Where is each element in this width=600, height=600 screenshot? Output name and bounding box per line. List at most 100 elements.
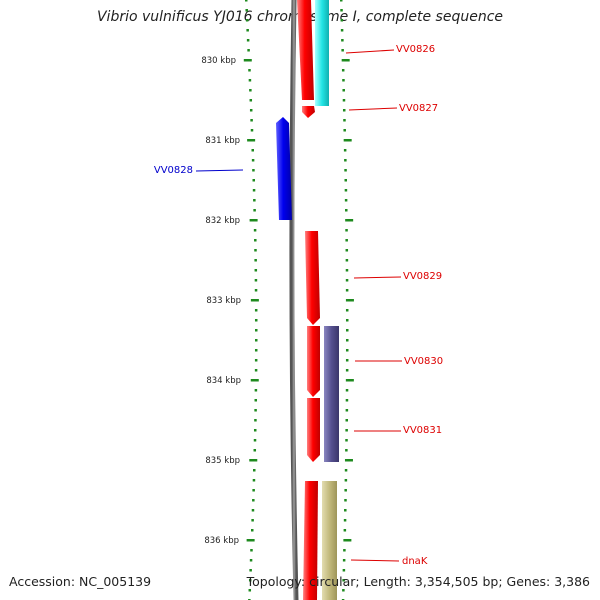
inner-minor-tick: [249, 99, 253, 102]
outer-minor-tick: [345, 329, 349, 332]
inner-minor-tick: [248, 589, 252, 592]
inner-minor-tick: [253, 209, 256, 212]
inner-minor-tick: [252, 189, 256, 192]
inner-major-tick: [249, 459, 258, 462]
gene-label-vv0828[interactable]: VV0828: [154, 165, 193, 176]
tick-label-833: 833 kbp: [206, 296, 241, 306]
outer-minor-tick: [345, 409, 349, 412]
outer-minor-tick: [344, 159, 347, 162]
outer-minor-tick: [343, 119, 346, 122]
outer-tick-marks: [340, 0, 354, 600]
outer-minor-tick: [341, 49, 344, 52]
inner-minor-tick: [246, 29, 249, 32]
inner-minor-tick: [251, 159, 255, 162]
outer-minor-tick: [341, 69, 345, 72]
outer-minor-tick: [345, 209, 348, 212]
outer-major-tick: [343, 139, 352, 142]
inner-minor-tick: [252, 179, 256, 182]
inner-minor-tick: [249, 559, 253, 562]
tick-label-831: 831 kbp: [205, 136, 240, 146]
inner-minor-tick: [249, 109, 253, 112]
outer-minor-tick: [345, 349, 349, 352]
gene-label-vv0829[interactable]: VV0829: [403, 271, 442, 282]
inner-minor-tick: [245, 9, 248, 12]
inner-major-tick: [250, 299, 259, 302]
feature-cyan-vv0826[interactable]: [315, 0, 329, 106]
gene-arrow-vv0830[interactable]: [307, 326, 320, 397]
leader-line-vv0828: [195, 169, 244, 172]
inner-minor-tick: [254, 269, 258, 272]
outer-minor-tick: [340, 19, 344, 22]
gene-label-dnak[interactable]: dnaK: [402, 556, 428, 567]
gene-arrow-vv0828[interactable]: [276, 117, 292, 220]
outer-major-tick: [341, 59, 350, 62]
inner-minor-tick: [254, 249, 257, 252]
inner-minor-tick: [254, 239, 257, 242]
outer-minor-tick: [345, 239, 348, 242]
inner-minor-tick: [252, 469, 256, 472]
inner-minor-tick: [254, 289, 258, 292]
outer-minor-tick: [345, 319, 349, 322]
gene-label-vv0831[interactable]: VV0831: [403, 425, 442, 436]
tick-labels: 830 kbp 831 kbp 832 kbp 833 kbp 834 kbp …: [201, 56, 241, 546]
outer-major-tick: [345, 219, 354, 222]
outer-minor-tick: [345, 259, 349, 262]
gene-arrow-vv0829[interactable]: [305, 231, 320, 325]
inner-minor-tick: [249, 89, 252, 92]
outer-minor-tick: [344, 189, 348, 192]
leader-line-vv0827: [348, 107, 398, 111]
outer-minor-tick: [345, 249, 349, 252]
inner-minor-tick: [248, 69, 251, 72]
tick-label-832: 832 kbp: [205, 216, 240, 226]
gene-label-vv0830[interactable]: VV0830: [404, 356, 443, 367]
inner-minor-tick: [254, 329, 258, 332]
inner-minor-tick: [254, 339, 258, 342]
inner-minor-tick: [251, 509, 255, 512]
inner-minor-tick: [245, 0, 248, 2]
gene-label-vv0826[interactable]: VV0826: [396, 44, 435, 55]
outer-minor-tick: [342, 99, 346, 102]
outer-minor-tick: [345, 289, 349, 292]
leader-line-vv0829: [353, 276, 402, 279]
outer-minor-tick: [342, 109, 346, 112]
gene-arrow-vv0827[interactable]: [302, 106, 315, 118]
inner-minor-tick: [248, 79, 252, 82]
gene-arrow-vv0826[interactable]: [297, 0, 314, 100]
inner-minor-tick: [250, 119, 253, 122]
leader-line-vv0826: [345, 49, 395, 54]
inner-minor-tick: [254, 419, 257, 422]
outer-minor-tick: [341, 39, 344, 42]
inner-minor-tick: [252, 489, 255, 492]
outer-minor-tick: [343, 129, 346, 132]
leader-line-dnak: [350, 559, 400, 562]
outer-major-tick: [345, 299, 354, 302]
outer-minor-tick: [345, 429, 348, 432]
inner-major-tick: [246, 539, 255, 542]
inner-minor-tick: [251, 149, 254, 152]
outer-minor-tick: [345, 419, 349, 422]
inner-minor-tick: [254, 309, 258, 312]
inner-minor-tick: [252, 499, 255, 502]
inner-minor-tick: [246, 39, 250, 42]
inner-minor-tick: [254, 399, 258, 402]
inner-minor-tick: [250, 129, 254, 132]
outer-minor-tick: [345, 279, 349, 282]
outer-minor-tick: [344, 179, 348, 182]
inner-minor-tick: [254, 359, 258, 362]
inner-minor-tick: [253, 429, 257, 432]
inner-minor-tick: [247, 49, 250, 52]
gene-arrow-dnak[interactable]: [303, 481, 318, 600]
topology-summary-text: Topology: circular; Length: 3,354,505 bp…: [246, 574, 590, 589]
feature-olive-dnak[interactable]: [322, 481, 337, 600]
inner-minor-tick: [252, 169, 255, 172]
feature-purple-vv0830[interactable]: [324, 326, 339, 462]
outer-minor-tick: [345, 359, 349, 362]
outer-minor-tick: [345, 449, 348, 452]
tick-label-830: 830 kbp: [201, 56, 236, 66]
gene-arrow-vv0831[interactable]: [307, 398, 320, 462]
inner-minor-tick: [253, 229, 257, 232]
outer-minor-tick: [345, 309, 349, 312]
gene-label-vv0827[interactable]: VV0827: [399, 103, 438, 114]
outer-minor-tick: [342, 559, 346, 562]
